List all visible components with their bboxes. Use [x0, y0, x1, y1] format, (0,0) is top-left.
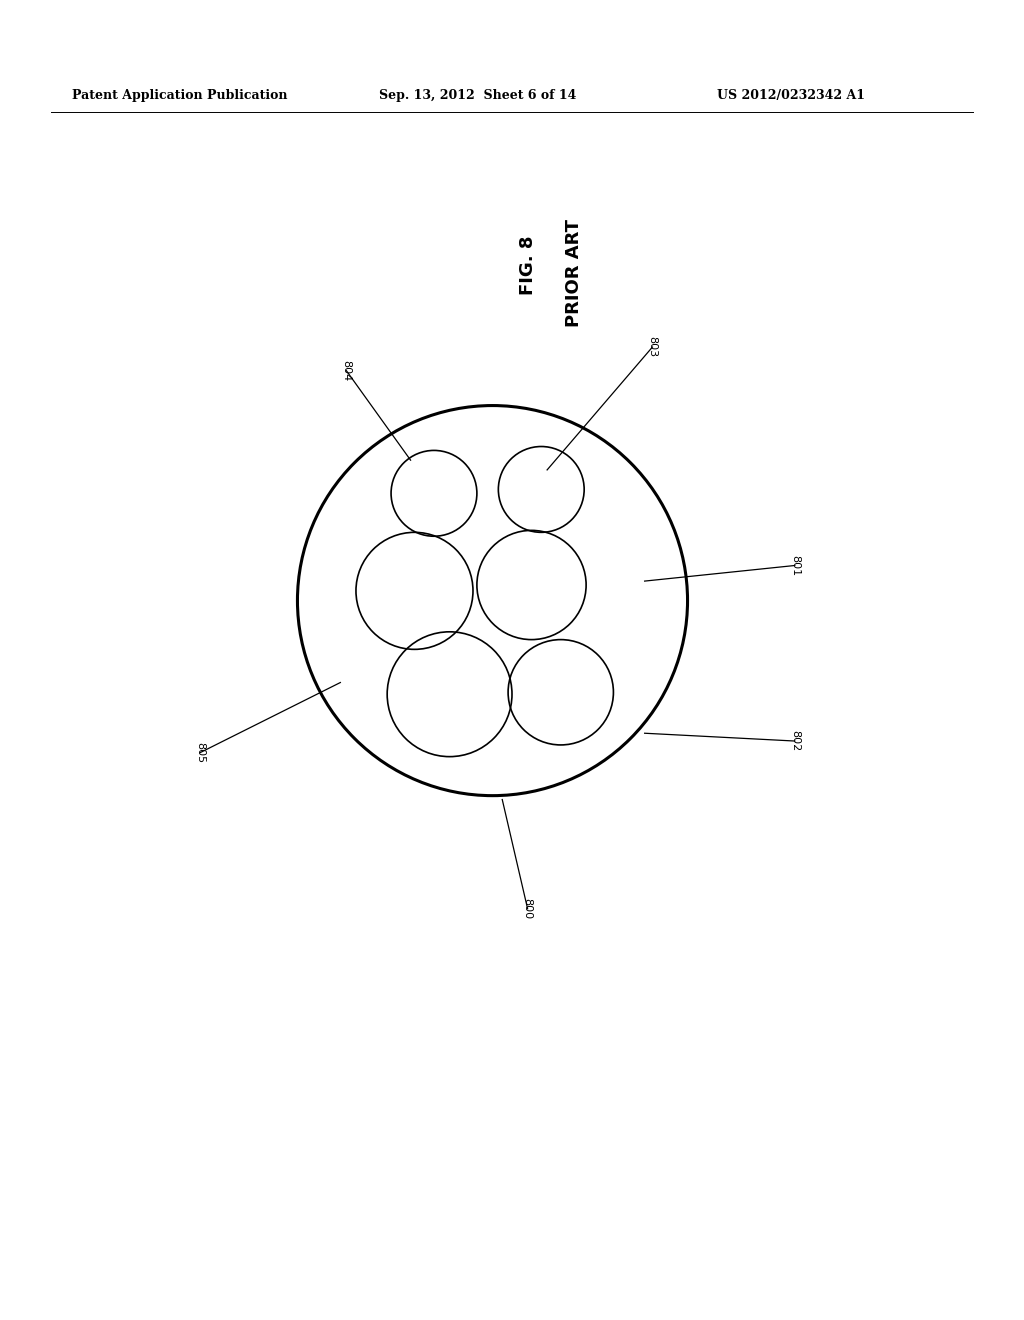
Text: PRIOR ART: PRIOR ART [565, 219, 584, 327]
Text: 803: 803 [647, 337, 657, 358]
Text: 805: 805 [195, 742, 205, 763]
Text: Patent Application Publication: Patent Application Publication [72, 88, 287, 102]
Text: 804: 804 [341, 360, 351, 381]
Text: 800: 800 [522, 898, 532, 919]
Text: 801: 801 [790, 554, 800, 576]
Text: 802: 802 [790, 730, 800, 751]
Text: Sep. 13, 2012  Sheet 6 of 14: Sep. 13, 2012 Sheet 6 of 14 [379, 88, 577, 102]
Text: US 2012/0232342 A1: US 2012/0232342 A1 [717, 88, 865, 102]
Text: FIG. 8: FIG. 8 [518, 235, 537, 294]
